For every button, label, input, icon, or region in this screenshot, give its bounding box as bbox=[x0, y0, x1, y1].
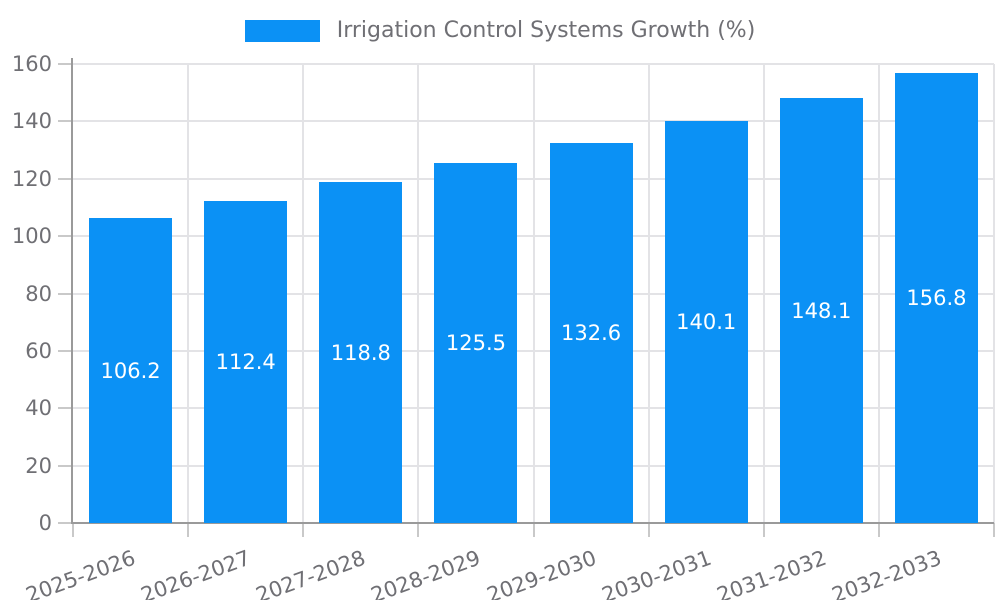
x-axis-category-label: 2029-2030 bbox=[483, 545, 600, 600]
x-axis-category-label: 2026-2027 bbox=[138, 545, 254, 600]
bar-value-label: 106.2 bbox=[100, 358, 161, 383]
x-axis-tick bbox=[187, 523, 190, 537]
y-axis-labels: 0 20 40 60 80 100 120 140 160 bbox=[0, 52, 52, 535]
y-axis-tick bbox=[58, 235, 73, 238]
vertical-gridline bbox=[647, 64, 650, 523]
x-axis-category-label: 2032-2033 bbox=[828, 545, 945, 600]
bar-value-label: 148.1 bbox=[791, 298, 852, 323]
vertical-gridline bbox=[762, 64, 765, 523]
x-axis-tick bbox=[302, 523, 305, 537]
legend-swatch-icon bbox=[244, 19, 320, 42]
legend[interactable]: Irrigation Control Systems Growth (%) bbox=[0, 18, 1000, 43]
plot-area: 106.2 112.4 118.8 125.5 132.6 140.1 148.1 156.8 bbox=[58, 58, 995, 537]
bar-value-label: 112.4 bbox=[215, 349, 276, 374]
x-axis-tick bbox=[532, 523, 535, 537]
x-axis-category-label: 2025-2026 bbox=[22, 545, 139, 600]
bar[interactable]: 118.8 bbox=[319, 182, 403, 523]
bar-value-label: 140.1 bbox=[676, 310, 737, 335]
x-axis-line bbox=[71, 522, 994, 524]
y-axis-tick-label: 140 bbox=[11, 109, 52, 134]
y-axis-tick bbox=[58, 464, 73, 467]
bar[interactable]: 148.1 bbox=[779, 98, 863, 523]
vertical-gridline bbox=[302, 64, 305, 523]
bar-value-label: 156.8 bbox=[906, 286, 967, 311]
vertical-gridline bbox=[532, 64, 535, 523]
y-axis-tick-label: 60 bbox=[25, 338, 52, 363]
y-axis-tick bbox=[58, 120, 73, 123]
x-axis-category-label: 2030-2031 bbox=[598, 545, 715, 600]
y-axis-tick-label: 40 bbox=[25, 396, 52, 421]
x-axis-category-label: 2031-2032 bbox=[713, 545, 830, 600]
x-axis-tick bbox=[993, 523, 995, 537]
y-axis-tick bbox=[58, 349, 73, 352]
x-axis-tick bbox=[647, 523, 650, 537]
y-axis-line bbox=[71, 58, 73, 523]
y-axis-tick-label: 0 bbox=[38, 511, 52, 535]
y-axis-tick-label: 100 bbox=[11, 224, 52, 249]
bar[interactable]: 132.6 bbox=[549, 142, 633, 523]
vertical-gridline bbox=[417, 64, 420, 523]
y-axis-tick-label: 80 bbox=[25, 281, 52, 306]
y-axis-tick-label: 160 bbox=[11, 52, 52, 76]
vertical-gridline bbox=[187, 64, 190, 523]
legend-label: Irrigation Control Systems Growth (%) bbox=[336, 18, 756, 43]
bar[interactable]: 112.4 bbox=[204, 200, 288, 523]
y-axis-tick-label: 120 bbox=[11, 166, 52, 191]
vertical-gridline bbox=[993, 64, 995, 523]
bar-value-label: 132.6 bbox=[561, 320, 622, 345]
vertical-gridline bbox=[877, 64, 880, 523]
y-axis-tick bbox=[58, 407, 73, 410]
x-axis-tick bbox=[877, 523, 880, 537]
x-axis-tick bbox=[72, 523, 74, 537]
bar-value-label: 125.5 bbox=[445, 330, 506, 355]
x-axis-category-label: 2028-2029 bbox=[368, 545, 485, 600]
bar-value-label: 118.8 bbox=[330, 340, 391, 365]
y-axis-tick bbox=[58, 292, 73, 295]
y-axis-tick bbox=[58, 177, 73, 180]
x-axis-tick bbox=[417, 523, 420, 537]
x-axis-tick bbox=[762, 523, 765, 537]
bar[interactable]: 140.1 bbox=[664, 121, 748, 523]
x-axis-category-label: 2027-2028 bbox=[253, 545, 369, 600]
bar[interactable]: 125.5 bbox=[434, 162, 518, 523]
y-axis-tick-label: 20 bbox=[25, 453, 52, 478]
y-axis-tick bbox=[58, 63, 73, 65]
y-axis-tick bbox=[58, 522, 73, 524]
bar[interactable]: 106.2 bbox=[89, 218, 173, 523]
bar[interactable]: 156.8 bbox=[894, 73, 978, 523]
